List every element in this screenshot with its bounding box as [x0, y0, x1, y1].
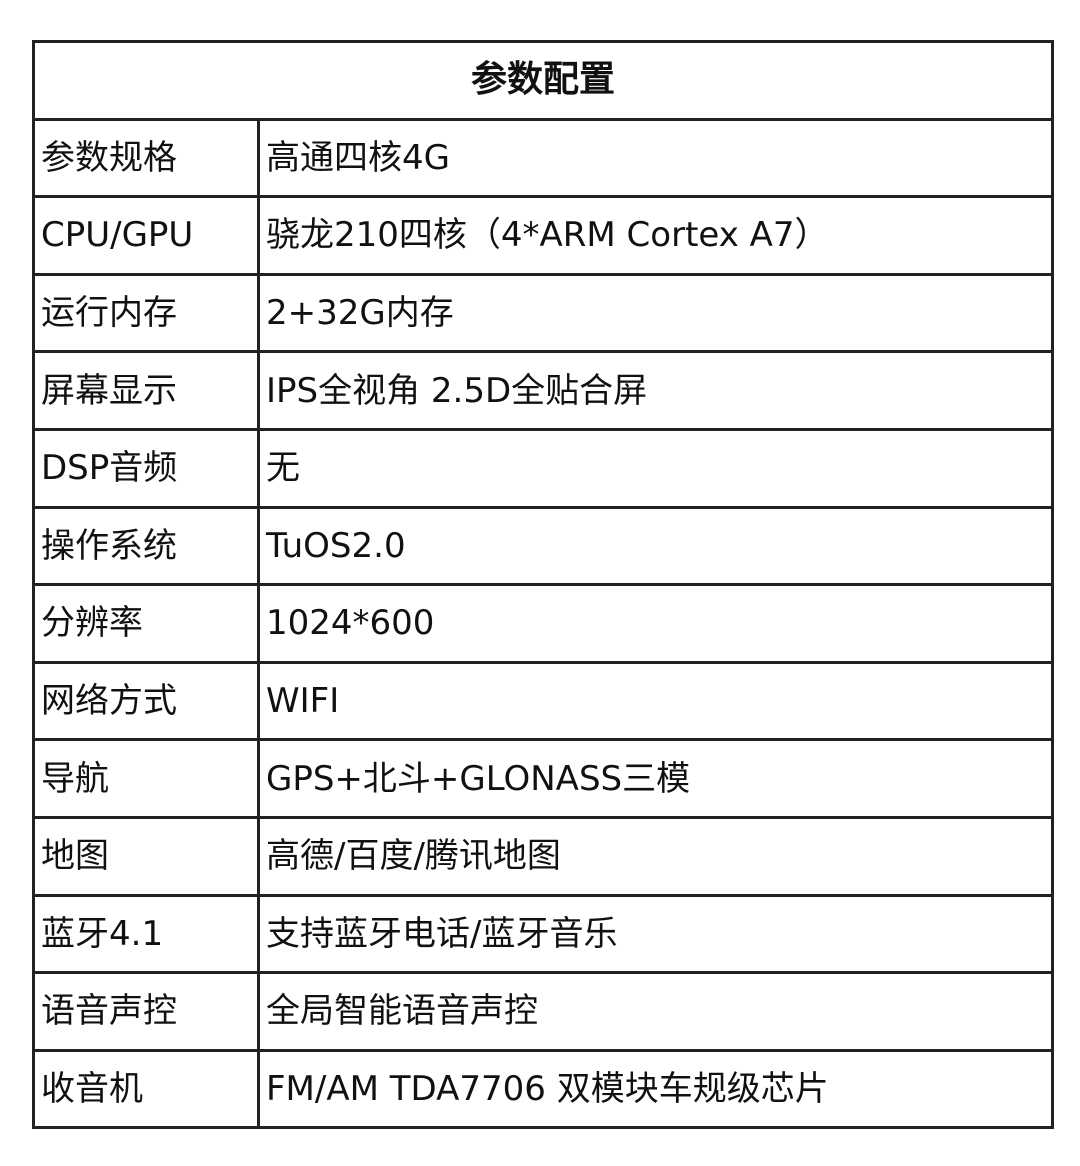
spec-label: 参数规格 [32, 117, 260, 199]
spec-value: IPS全视角 2.5D全贴合屏 [257, 350, 1054, 431]
table-row: 导航 GPS+北斗+GLONASS三模 [32, 738, 1054, 819]
table-row: 分辨率 1024*600 [32, 583, 1054, 664]
table-row: 运行内存 2+32G内存 [32, 272, 1054, 354]
spec-value: 无 [257, 427, 1054, 509]
spec-table: 参数配置 参数规格 高通四核4G CPU/GPU 骁龙210四核（4*ARM Cort… [32, 40, 1054, 1130]
table-title: 参数配置 [32, 40, 1054, 121]
spec-value: 高通四核4G [257, 117, 1054, 199]
spec-label: 运行内存 [32, 272, 260, 354]
spec-label: 网络方式 [32, 660, 260, 742]
table-row: 语音声控 全局智能语音声控 [32, 971, 1054, 1052]
spec-value: 2+32G内存 [257, 272, 1054, 354]
spec-value: TuOS2.0 [257, 505, 1054, 587]
table-row: 参数规格 高通四核4G [32, 117, 1054, 199]
spec-label: 屏幕显示 [32, 350, 260, 431]
spec-value: 高德/百度/腾讯地图 [257, 815, 1054, 897]
table-row: 地图 高德/百度/腾讯地图 [32, 815, 1054, 897]
table-row: 操作系统 TuOS2.0 [32, 505, 1054, 587]
spec-label: 分辨率 [32, 583, 260, 664]
table-row: 网络方式 WIFI [32, 660, 1054, 742]
spec-value: WIFI [257, 660, 1054, 742]
table-row: CPU/GPU 骁龙210四核（4*ARM Cortex A7） [32, 195, 1054, 276]
spec-value: 支持蓝牙电话/蓝牙音乐 [257, 893, 1054, 975]
spec-label: 地图 [32, 815, 260, 897]
spec-value: 全局智能语音声控 [257, 971, 1054, 1052]
spec-label: 蓝牙4.1 [32, 893, 260, 975]
spec-label: 收音机 [32, 1048, 260, 1130]
spec-label: CPU/GPU [32, 195, 260, 276]
spec-value: FM/AM TDA7706 双模块车规级芯片 [257, 1048, 1054, 1130]
spec-label: DSP音频 [32, 427, 260, 509]
table-body: 参数规格 高通四核4G CPU/GPU 骁龙210四核（4*ARM Cortex A7… [32, 117, 1054, 1130]
spec-label: 操作系统 [32, 505, 260, 587]
table-row: 蓝牙4.1 支持蓝牙电话/蓝牙音乐 [32, 893, 1054, 975]
table-row: 收音机 FM/AM TDA7706 双模块车规级芯片 [32, 1048, 1054, 1130]
spec-value: GPS+北斗+GLONASS三模 [257, 738, 1054, 819]
table-row: 屏幕显示 IPS全视角 2.5D全贴合屏 [32, 350, 1054, 431]
spec-label: 导航 [32, 738, 260, 819]
spec-label: 语音声控 [32, 971, 260, 1052]
spec-value: 1024*600 [257, 583, 1054, 664]
spec-value: 骁龙210四核（4*ARM Cortex A7） [257, 195, 1054, 276]
table-row: DSP音频无 [32, 427, 1054, 509]
table-header-row: 参数配置 [32, 40, 1054, 121]
